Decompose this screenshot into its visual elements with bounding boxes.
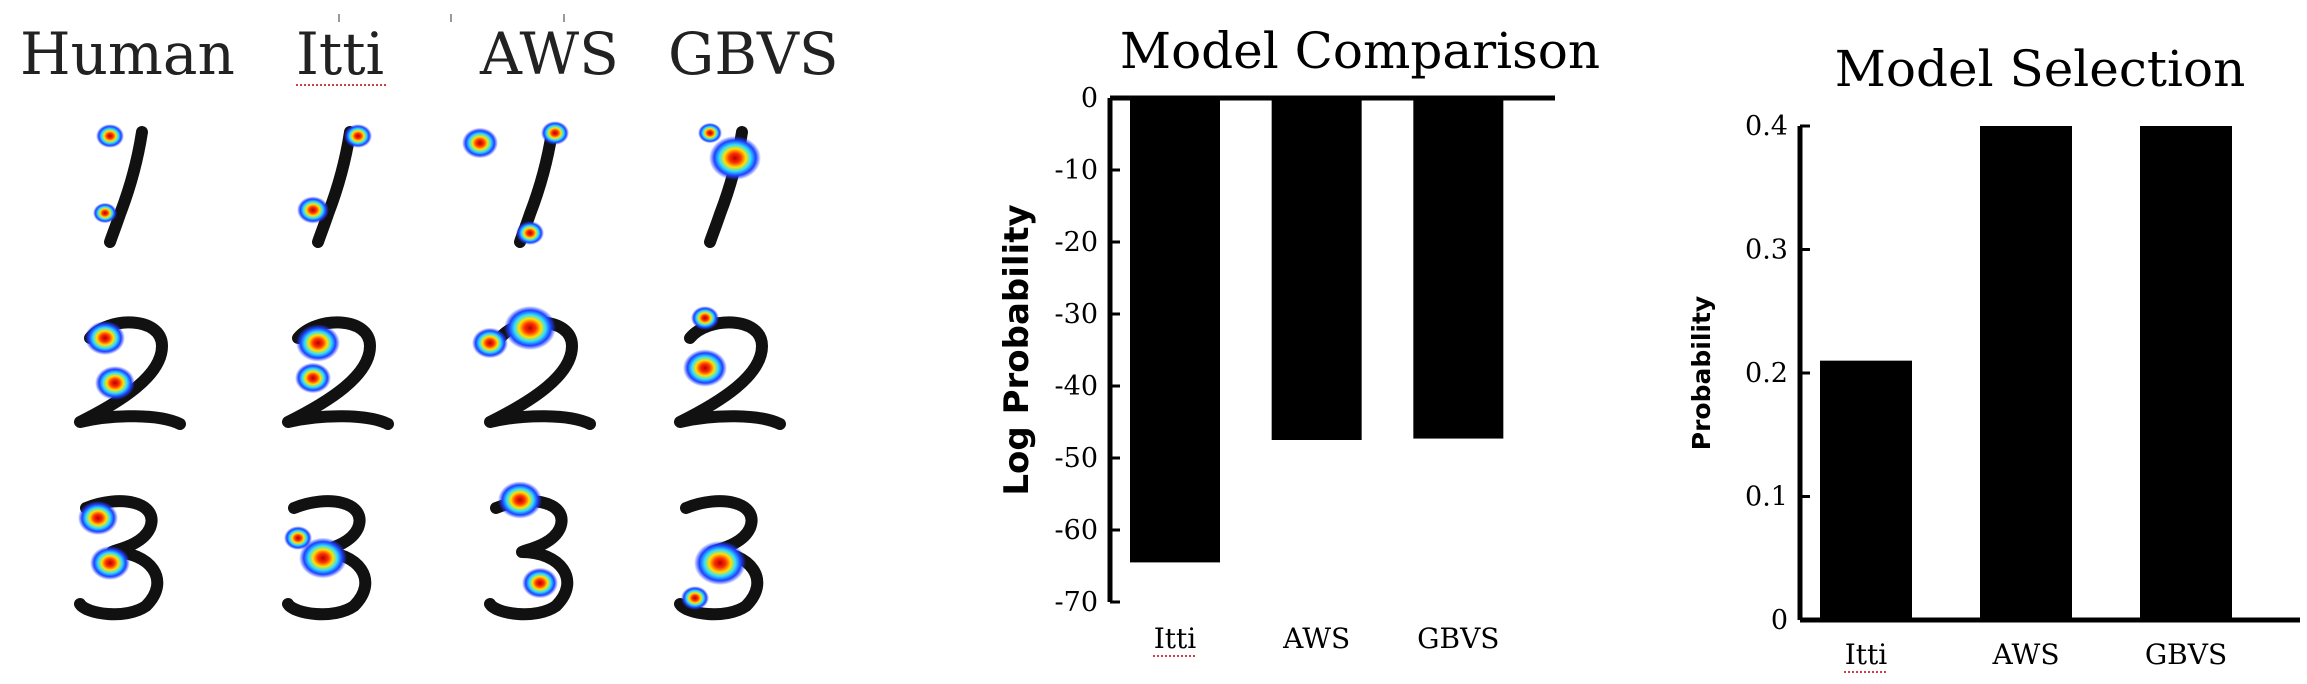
heatmap-cell-digit-2-col-3 [650,298,790,430]
x-category-label: Itti [1845,638,1888,671]
y-tick-label: 0.2 [1745,358,1788,389]
ruler-tick [563,14,565,22]
saliency-blob [709,135,761,181]
saliency-blob [93,202,117,224]
saliency-blob [344,124,372,148]
saliency-blob [472,327,508,359]
saliency-blob [96,124,124,148]
saliency-blob [296,324,340,362]
saliency-blob [522,567,558,599]
bar-gbvs [2140,126,2232,620]
heatmap-cell-digit-1-col-3 [650,118,790,248]
digit-stroke [74,316,186,430]
saliency-blob [78,501,118,535]
saliency-blob [516,221,544,245]
digit-stroke [674,316,786,430]
heatmap-cell-digit-1-col-0 [50,118,190,248]
heatmap-cell-digit-3-col-3 [650,488,790,621]
column-header-itti: Itti [296,20,385,88]
heatmap-cell-digit-3-col-2 [460,481,600,621]
heatmap-cell-digit-1-col-2 [460,118,600,248]
y-axis-label: Probability [1687,296,1716,450]
y-tick-label: 0 [1081,83,1098,114]
saliency-blob [299,537,347,579]
model-comparison-chart: Model Comparison Log Probability 0 -10 -20 -3… [960,0,1600,680]
y-tick-label: -70 [1055,587,1098,618]
bar-gbvs [1413,98,1504,439]
saliency-blob [85,321,125,355]
y-tick-label: -30 [1055,299,1098,330]
saliency-blob [694,540,746,586]
x-category-label: GBVS [1417,622,1499,655]
model-selection-chart: Model Selection Probability 0 0.1 0.2 0.3 0.4 I… [1640,0,2307,680]
x-category-label: AWS [1282,622,1350,655]
heatmap-cell-digit-3-col-1 [258,488,398,621]
bar-aws [1980,126,2072,620]
heatmap-cell-digit-2-col-0 [50,298,190,430]
saliency-blob [683,349,727,387]
y-tick-label: 0.4 [1745,111,1788,142]
saliency-blob [90,546,130,580]
ruler-tick [338,14,340,22]
digit-stroke [312,126,356,248]
x-category-label: GBVS [2145,638,2227,671]
saliency-blob [504,305,556,351]
digit-stroke [104,126,148,248]
column-header-gbvs: GBVS [668,20,839,88]
x-category-label: AWS [1991,638,2059,671]
digit-stroke [484,495,574,621]
y-tick-label: -60 [1055,515,1098,546]
heatmap-cell-digit-3-col-0 [50,488,190,621]
y-tick-label: -50 [1055,443,1098,474]
y-tick-label: -10 [1055,155,1098,186]
y-tick-label: -40 [1055,371,1098,402]
y-tick-label: 0.1 [1745,482,1788,513]
y-tick-label: 0 [1771,605,1788,636]
saliency-blob [698,122,722,144]
heatmap-cell-digit-1-col-1 [258,118,398,248]
x-category-label: Itti [1154,622,1197,655]
saliency-blob [462,127,498,159]
y-tick-label: -20 [1055,227,1098,258]
saliency-blob [295,362,331,394]
saliency-blob [95,366,135,400]
y-axis-label: Log Probability [997,204,1037,495]
column-header-human: Human [20,20,235,88]
spellcheck-underline [296,84,386,86]
saliency-blob [498,481,542,519]
y-tick-label: 0.3 [1745,235,1788,266]
ruler-tick [450,14,452,22]
digit-stroke [282,316,394,430]
bar-itti [1130,98,1220,563]
saliency-blob [541,121,569,145]
saliency-blob [284,526,312,550]
heatmap-cell-digit-2-col-2 [460,298,600,430]
heatmap-cell-digit-2-col-1 [258,298,398,430]
saliency-blob [681,586,709,610]
saliency-blob [691,306,719,330]
chart-title: Model Selection [1835,40,2246,98]
bar-itti [1820,360,1912,620]
saliency-blob [297,196,329,224]
bar-aws [1271,98,1362,440]
chart-title: Model Comparison [1120,22,1600,80]
column-header-aws: AWS [480,20,619,88]
